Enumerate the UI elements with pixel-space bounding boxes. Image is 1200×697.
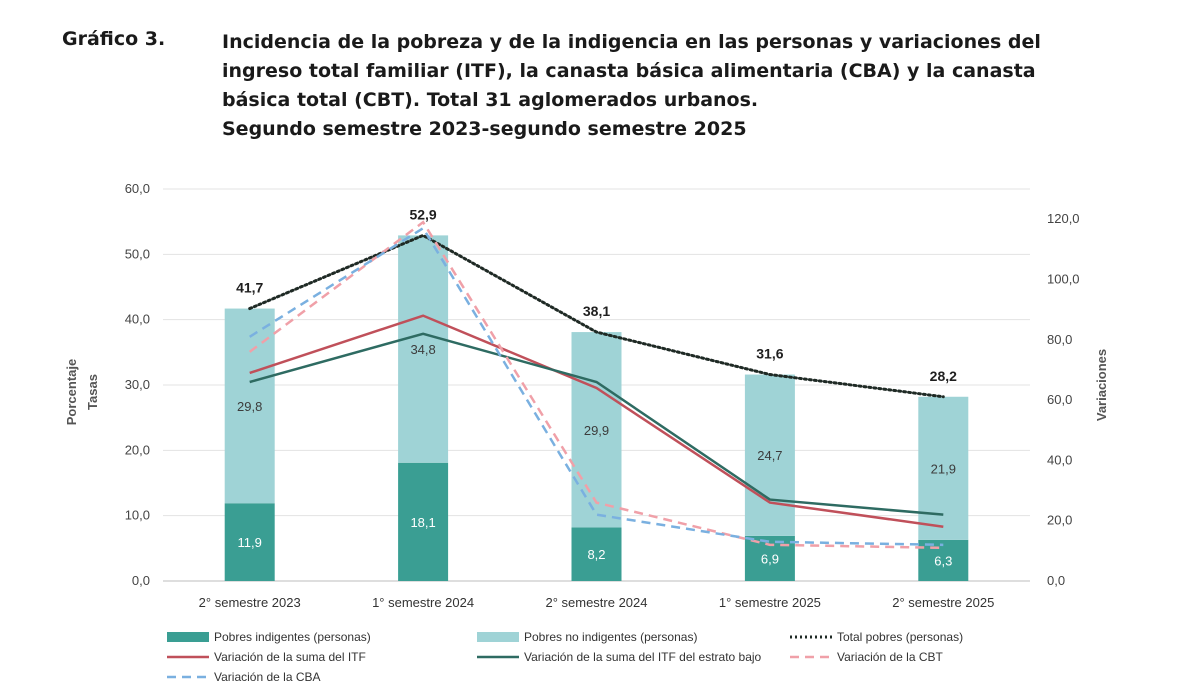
title-line: básica total (CBT). Total 31 aglomerados… <box>222 89 759 111</box>
y-left-tick-label: 40,0 <box>125 312 150 327</box>
label-total: 31,6 <box>756 346 783 362</box>
bar-indigentes <box>918 539 969 581</box>
label-no-indigentes: 24,7 <box>757 448 782 463</box>
legend-label: Total pobres (personas) <box>837 630 963 644</box>
y-right-tick-label: 120,0 <box>1047 211 1080 226</box>
line-variación-de-la-suma-del-itf-del-estrato-bajo <box>249 332 944 516</box>
bar-indigentes <box>571 527 622 581</box>
y-right-axis-title: Variaciones <box>1094 349 1109 421</box>
label-indigentes: 6,3 <box>934 553 952 568</box>
x-category-label: 1° semestre 2025 <box>719 595 821 610</box>
y-left-axis-title: Tasas <box>85 374 100 410</box>
label-total: 41,7 <box>236 280 263 296</box>
y-left-tick-label: 20,0 <box>125 442 150 457</box>
label-no-indigentes: 29,8 <box>237 399 262 414</box>
line-total-pobres <box>248 233 945 399</box>
legend-swatch <box>477 632 519 642</box>
y-right-tick-label: 40,0 <box>1047 452 1072 467</box>
legend-label: Pobres no indigentes (personas) <box>524 630 697 644</box>
legend-swatch <box>167 632 209 642</box>
label-indigentes: 6,9 <box>761 551 779 566</box>
y-left-axis-title: Porcentaje <box>64 359 79 425</box>
title-line: Incidencia de la pobreza y de la indigen… <box>222 31 1041 53</box>
y-left-tick-label: 0,0 <box>132 573 150 588</box>
y-right-tick-label: 0,0 <box>1047 573 1065 588</box>
figure-label: Gráfico 3. <box>62 28 166 50</box>
bar-no-indigentes <box>571 332 622 528</box>
x-category-label: 1° semestre 2024 <box>372 595 474 610</box>
label-total: 28,2 <box>930 368 957 384</box>
label-indigentes: 8,2 <box>587 547 605 562</box>
legend-label: Variación de la suma del ITF del estrato… <box>524 650 762 664</box>
x-category-label: 2° semestre 2025 <box>892 595 994 610</box>
legend-label: Pobres indigentes (personas) <box>214 630 371 644</box>
bar-indigentes <box>398 462 449 581</box>
bar-indigentes <box>744 535 795 581</box>
label-total: 38,1 <box>583 303 610 319</box>
title-line: Segundo semestre 2023-segundo semestre 2… <box>222 118 747 140</box>
y-left-tick-label: 50,0 <box>125 246 150 261</box>
x-category-label: 2° semestre 2024 <box>545 595 647 610</box>
label-no-indigentes: 29,9 <box>584 423 609 438</box>
bar-no-indigentes <box>744 374 795 536</box>
bar-no-indigentes <box>398 235 449 463</box>
line-variación-de-la-cbt <box>248 220 944 550</box>
y-right-tick-label: 20,0 <box>1047 513 1072 528</box>
y-right-tick-label: 60,0 <box>1047 392 1072 407</box>
x-category-label: 2° semestre 2023 <box>199 595 301 610</box>
figure-title: Incidencia de la pobreza y de la indigen… <box>222 28 1072 144</box>
y-left-tick-label: 60,0 <box>125 181 150 196</box>
legend-label: Variación de la suma del ITF <box>214 650 366 664</box>
bar-no-indigentes <box>918 396 969 540</box>
label-no-indigentes: 34,8 <box>410 342 435 357</box>
y-left-tick-label: 30,0 <box>125 377 150 392</box>
bar-indigentes <box>224 503 275 581</box>
label-no-indigentes: 21,9 <box>931 461 956 476</box>
legend-label: Variación de la CBT <box>837 650 943 664</box>
line-variación-de-la-suma-del-itf <box>249 314 944 528</box>
bar-no-indigentes <box>224 308 275 504</box>
label-indigentes: 11,9 <box>238 535 262 550</box>
y-right-tick-label: 80,0 <box>1047 332 1072 347</box>
y-right-tick-label: 100,0 <box>1047 271 1080 286</box>
label-indigentes: 18,1 <box>410 515 435 530</box>
label-total: 52,9 <box>409 206 436 222</box>
legend-label: Variación de la CBA <box>214 670 321 684</box>
line-variación-de-la-cba <box>249 226 944 547</box>
y-left-tick-label: 10,0 <box>125 508 150 523</box>
title-line: ingreso total familiar (ITF), la canasta… <box>222 60 1036 82</box>
